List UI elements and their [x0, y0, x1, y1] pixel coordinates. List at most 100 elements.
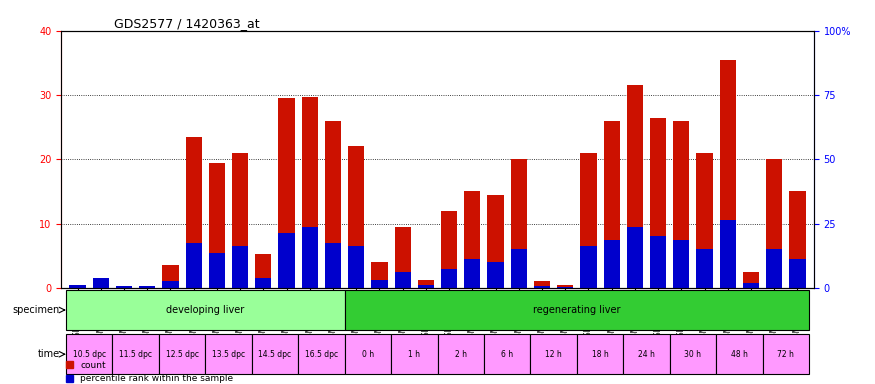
- Bar: [441, 269, 458, 288]
- Bar: [139, 286, 156, 288]
- Bar: [417, 285, 434, 288]
- Text: 72 h: 72 h: [778, 350, 794, 359]
- Bar: [766, 249, 782, 288]
- Bar: [232, 153, 248, 288]
- Bar: [348, 146, 364, 288]
- Bar: [93, 278, 108, 288]
- FancyBboxPatch shape: [345, 290, 809, 330]
- Bar: [162, 281, 178, 288]
- Bar: [441, 211, 458, 288]
- FancyBboxPatch shape: [763, 334, 809, 374]
- Bar: [348, 246, 364, 288]
- Bar: [209, 162, 225, 288]
- FancyBboxPatch shape: [345, 334, 391, 374]
- Bar: [395, 227, 410, 288]
- Text: time: time: [38, 349, 60, 359]
- FancyBboxPatch shape: [717, 334, 763, 374]
- Bar: [720, 220, 736, 288]
- FancyBboxPatch shape: [66, 290, 345, 330]
- FancyBboxPatch shape: [391, 334, 438, 374]
- Bar: [255, 278, 271, 288]
- Text: 0 h: 0 h: [361, 350, 374, 359]
- Bar: [580, 153, 597, 288]
- Bar: [696, 153, 713, 288]
- Text: regenerating liver: regenerating liver: [533, 305, 620, 315]
- Bar: [534, 286, 550, 288]
- FancyBboxPatch shape: [530, 334, 577, 374]
- Bar: [604, 240, 620, 288]
- Bar: [743, 283, 760, 288]
- Bar: [487, 195, 504, 288]
- Text: 48 h: 48 h: [731, 350, 748, 359]
- Bar: [116, 286, 132, 288]
- Bar: [139, 287, 156, 288]
- Bar: [626, 85, 643, 288]
- FancyBboxPatch shape: [298, 334, 345, 374]
- Bar: [371, 280, 388, 288]
- Text: 10.5 dpc: 10.5 dpc: [73, 350, 106, 359]
- Text: 24 h: 24 h: [638, 350, 655, 359]
- Text: 14.5 dpc: 14.5 dpc: [258, 350, 291, 359]
- Text: 13.5 dpc: 13.5 dpc: [212, 350, 245, 359]
- FancyBboxPatch shape: [66, 334, 112, 374]
- Bar: [255, 255, 271, 288]
- Bar: [557, 285, 573, 288]
- Text: 30 h: 30 h: [684, 350, 702, 359]
- Text: developing liver: developing liver: [166, 305, 244, 315]
- Bar: [302, 227, 318, 288]
- Bar: [417, 280, 434, 288]
- Bar: [557, 286, 573, 288]
- Bar: [487, 262, 504, 288]
- Bar: [534, 281, 550, 288]
- Bar: [465, 192, 480, 288]
- Bar: [511, 159, 527, 288]
- Bar: [696, 249, 713, 288]
- Bar: [650, 118, 666, 288]
- FancyBboxPatch shape: [484, 334, 530, 374]
- Bar: [278, 98, 295, 288]
- Bar: [743, 272, 760, 288]
- Bar: [626, 227, 643, 288]
- Text: 12.5 dpc: 12.5 dpc: [165, 350, 199, 359]
- Bar: [186, 243, 202, 288]
- Bar: [673, 240, 690, 288]
- Bar: [162, 265, 178, 288]
- Bar: [325, 121, 341, 288]
- Text: 2 h: 2 h: [455, 350, 466, 359]
- Text: 18 h: 18 h: [592, 350, 608, 359]
- Bar: [395, 272, 410, 288]
- Text: specimen: specimen: [13, 305, 60, 315]
- Bar: [302, 97, 318, 288]
- Bar: [371, 262, 388, 288]
- FancyBboxPatch shape: [577, 334, 623, 374]
- Text: GDS2577 / 1420363_at: GDS2577 / 1420363_at: [114, 17, 260, 30]
- Bar: [69, 286, 86, 288]
- Bar: [720, 60, 736, 288]
- Text: 6 h: 6 h: [501, 350, 514, 359]
- Text: 16.5 dpc: 16.5 dpc: [304, 350, 338, 359]
- FancyBboxPatch shape: [623, 334, 669, 374]
- Bar: [69, 285, 86, 288]
- Bar: [465, 259, 480, 288]
- Bar: [209, 253, 225, 288]
- Bar: [511, 249, 527, 288]
- Bar: [232, 246, 248, 288]
- Bar: [93, 281, 108, 288]
- FancyBboxPatch shape: [252, 334, 298, 374]
- Bar: [766, 159, 782, 288]
- Bar: [789, 259, 806, 288]
- Bar: [789, 192, 806, 288]
- Bar: [580, 246, 597, 288]
- Bar: [116, 287, 132, 288]
- Bar: [278, 233, 295, 288]
- FancyBboxPatch shape: [669, 334, 717, 374]
- Bar: [673, 121, 690, 288]
- FancyBboxPatch shape: [206, 334, 252, 374]
- Bar: [650, 237, 666, 288]
- Bar: [325, 243, 341, 288]
- Text: 11.5 dpc: 11.5 dpc: [119, 350, 152, 359]
- Text: 12 h: 12 h: [545, 350, 562, 359]
- FancyBboxPatch shape: [112, 334, 158, 374]
- FancyBboxPatch shape: [158, 334, 206, 374]
- Bar: [186, 137, 202, 288]
